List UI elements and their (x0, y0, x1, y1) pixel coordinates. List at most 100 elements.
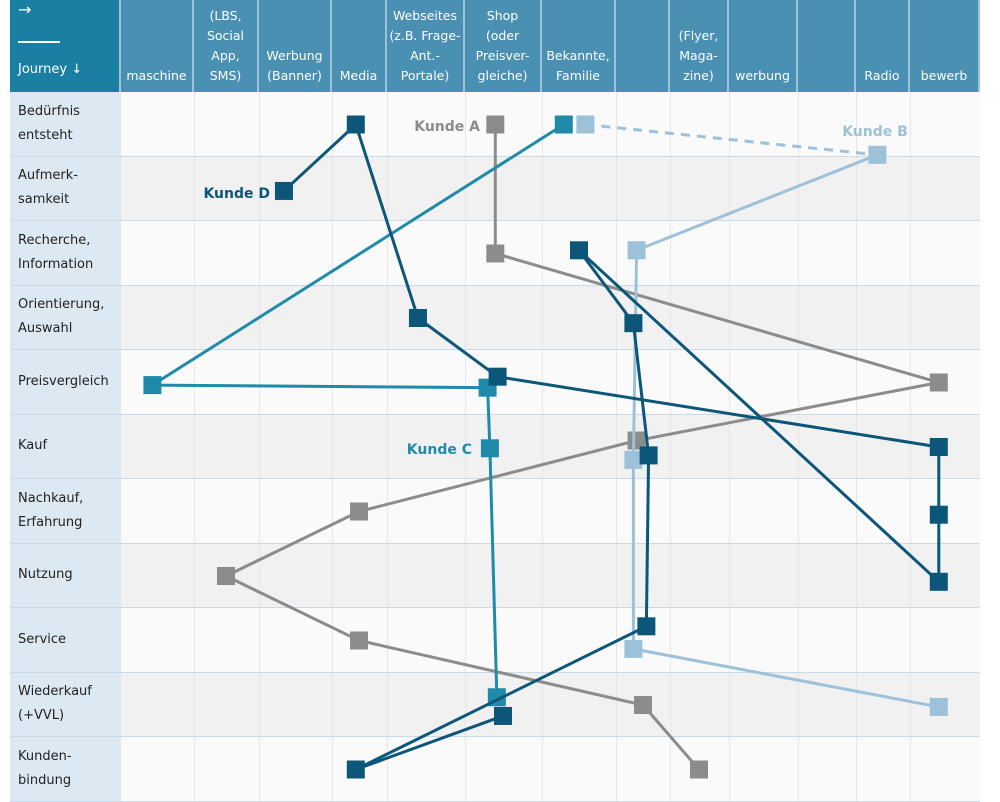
column-header-label: Radio (864, 68, 900, 83)
data-point-marker (624, 450, 643, 469)
column-divider (670, 285, 671, 349)
data-point-marker (274, 181, 293, 200)
column-divider (798, 414, 799, 478)
column-header-label: Media (339, 68, 378, 83)
column-divider (332, 608, 333, 672)
column-divider (856, 92, 857, 156)
column-header (616, 0, 670, 92)
column-divider (616, 672, 617, 736)
column-divider (670, 672, 671, 736)
column-divider (465, 92, 466, 156)
column-divider (194, 737, 195, 801)
column-divider (729, 92, 730, 156)
column-divider (542, 285, 543, 349)
arrow-right-icon: → (18, 0, 32, 19)
row-label: Orientierung, Auswahl (10, 285, 121, 349)
column-divider (670, 608, 671, 672)
data-point-marker (929, 572, 948, 591)
column-divider (798, 156, 799, 220)
series-segment (577, 249, 635, 325)
column-divider (387, 543, 388, 607)
column-header-label: (LBS, Social App, SMS) (206, 8, 245, 83)
column-divider (616, 737, 617, 801)
column-divider (332, 543, 333, 607)
series-segment (585, 123, 878, 157)
column-divider (259, 414, 260, 478)
series-segment (488, 448, 499, 698)
column-divider (194, 543, 195, 607)
column-divider (856, 414, 857, 478)
data-point-marker (624, 639, 643, 658)
column-divider (194, 221, 195, 285)
series-label: Kunde D (203, 186, 270, 202)
column-divider (542, 92, 543, 156)
column-divider (387, 608, 388, 672)
column-divider (387, 350, 388, 414)
data-point-marker (143, 376, 162, 395)
column-divider (670, 479, 671, 543)
column-divider (670, 92, 671, 156)
column-divider (194, 92, 195, 156)
column-divider (670, 414, 671, 478)
column-header-label: Bekannte, Familie (546, 48, 610, 83)
series-kunde-d: Kunde D (203, 115, 948, 779)
column-divider (387, 479, 388, 543)
column-header-label: bewerb (920, 68, 968, 83)
series-segment (417, 316, 499, 378)
column-divider (387, 285, 388, 349)
column-divider (856, 608, 857, 672)
series-segment (631, 322, 651, 456)
row-label: Aufmerk- samkeit (10, 156, 121, 220)
header-corner: → Journey ↓ (10, 0, 121, 92)
column-divider (194, 156, 195, 220)
series-segment (486, 387, 492, 449)
column-divider (729, 414, 730, 478)
column-header-label: Webseites (z.B. Frage- Ant.- Portale) (389, 8, 461, 83)
series-segment (644, 455, 651, 627)
data-point-marker (554, 115, 573, 134)
data-point-marker (488, 367, 507, 386)
column-divider (729, 479, 730, 543)
data-point-marker (486, 115, 505, 134)
column-divider (259, 608, 260, 672)
column-divider (259, 156, 260, 220)
column-divider (387, 92, 388, 156)
series-label: Kunde C (407, 442, 472, 458)
column-divider (465, 350, 466, 414)
data-point-marker (929, 697, 948, 716)
column-divider (798, 737, 799, 801)
column-divider (798, 479, 799, 543)
column-header: Radio (856, 0, 910, 92)
column-divider (259, 737, 260, 801)
row-label: Wiederkauf (+VVL) (10, 672, 121, 736)
column-divider (729, 543, 730, 607)
column-divider (332, 92, 333, 156)
data-point-marker (346, 115, 365, 134)
column-divider (798, 350, 799, 414)
column-divider (856, 350, 857, 414)
column-divider (542, 608, 543, 672)
series-segment (577, 249, 940, 583)
column-divider (387, 672, 388, 736)
column-divider (542, 350, 543, 414)
column-divider (259, 92, 260, 156)
column-divider (259, 221, 260, 285)
row-label: Nachkauf, Erfahrung (10, 479, 121, 543)
series-segment (636, 381, 940, 443)
column-divider (856, 543, 857, 607)
series-kunde-b: Kunde B (576, 115, 948, 716)
data-point-marker (486, 244, 505, 263)
row-label: Recherche, Information (10, 221, 121, 285)
column-divider (194, 479, 195, 543)
column-header: maschine (121, 0, 194, 92)
data-point-marker (639, 446, 658, 465)
column-header-label: (Flyer, Maga- zine) (678, 28, 719, 83)
journey-row: Kunden- bindung (10, 737, 980, 802)
data-point-marker (690, 760, 708, 779)
column-divider (729, 221, 730, 285)
column-divider (332, 350, 333, 414)
column-header: Shop (oder Preisver- gleiche) (465, 0, 542, 92)
data-point-marker (624, 314, 643, 333)
column-divider (910, 479, 911, 543)
